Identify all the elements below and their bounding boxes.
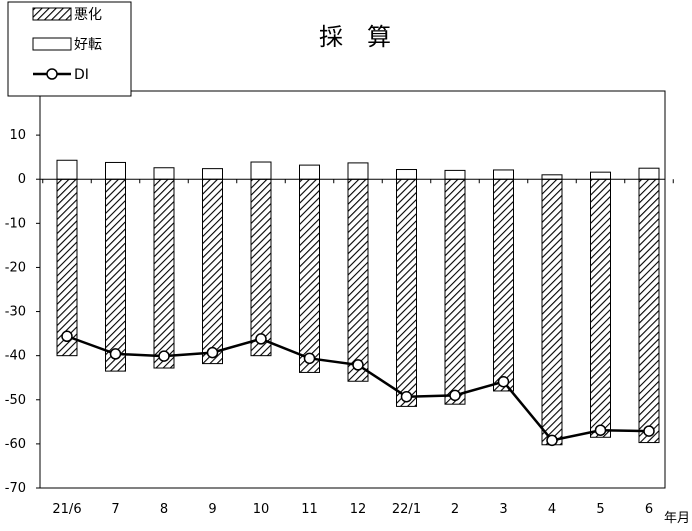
bar-improved [638,167,660,180]
di-point [206,346,219,359]
legend-marker-di [46,68,58,80]
di-point [109,348,122,360]
x-tick-label: 2 [451,502,459,517]
di-point [546,434,558,447]
y-axis: 10 0 -10 -20 -30 -40 -50 -60 -70 [5,128,40,496]
x-tick-label: 11 [301,502,318,517]
y-tick-label: -40 [5,349,26,364]
bar-worsened [493,178,514,392]
y-tick-label: 0 [18,172,26,187]
bar-worsened [299,178,320,373]
y-tick-label: -50 [5,393,26,408]
bar-worsened [347,178,369,382]
legend-swatch-improved [32,37,72,51]
x-tick-label: 12 [350,502,367,517]
bar-worsened [250,178,272,357]
di-point [400,390,413,403]
legend-label-improved: 好転 [74,37,102,53]
legend: 悪化 好転 DI [7,1,132,97]
x-tick-label: 21/6 [52,502,81,517]
x-tick-label: 6 [645,502,653,517]
bar-improved [250,161,272,180]
x-axis: 21/6 7 8 9 10 11 12 22/1 2 3 4 5 6 [42,179,674,517]
y-tick-label: -20 [5,260,26,275]
bar-worsened [56,178,78,357]
y-tick-label: 10 [9,128,26,143]
y-tick-label: -30 [5,305,26,320]
bar-improved [56,159,78,180]
bar-worsened [202,178,223,365]
bar-worsened [153,178,175,369]
di-point [352,359,364,371]
x-tick-label: 10 [253,502,270,517]
di-point [303,352,316,365]
y-tick-label: -70 [5,481,26,496]
bar-worsened [444,178,466,405]
di-point [497,375,510,388]
x-tick-label: 3 [499,502,507,517]
bar-worsened [638,178,660,444]
di-point [255,333,267,345]
di-point [158,350,170,362]
legend-swatch-worsened [32,7,72,21]
x-tick-label: 5 [596,502,604,517]
improved-bars [56,159,660,180]
bar-worsened [590,178,611,438]
bar-worsened [396,178,417,407]
x-axis-label: 年月 [664,511,690,526]
bar-improved [153,167,175,180]
x-tick-label: 4 [548,502,556,517]
bar-improved [396,169,417,180]
di-point [643,425,655,437]
bar-improved [105,161,126,180]
bar-improved [590,171,611,180]
bar-improved [347,162,369,180]
y-tick-label: -60 [5,437,26,452]
di-line-series [61,330,655,447]
bar-improved [202,168,223,180]
x-tick-label: 8 [160,502,168,517]
bar-improved [299,164,320,180]
y-tick-label: -10 [5,216,26,231]
bar-worsened [541,178,563,446]
di-point [594,424,607,436]
di-point [61,330,73,343]
x-tick-label: 9 [208,502,216,517]
plot-area [39,90,666,489]
legend-label-worsened: 悪化 [74,7,102,23]
chart-title: 採 算 [319,23,391,51]
bar-worsened [105,178,126,372]
di-point [449,389,461,402]
x-tick-label: 7 [111,502,119,517]
x-tick-label: 22/1 [392,502,421,517]
bar-improved [541,174,563,180]
legend-label-di: DI [74,67,89,83]
worsened-bars [56,178,660,446]
bar-improved [493,169,514,180]
bar-improved [444,169,466,180]
